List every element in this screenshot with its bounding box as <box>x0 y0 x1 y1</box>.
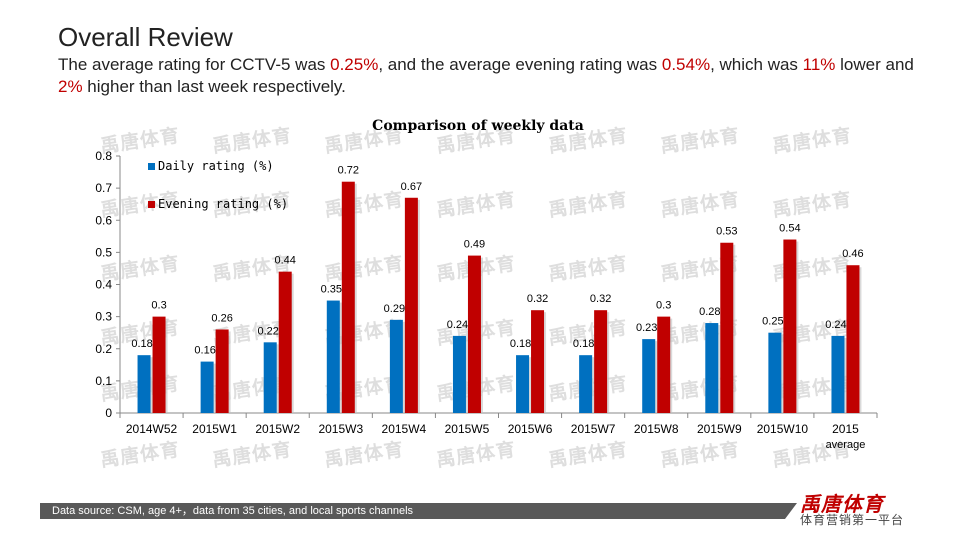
evening-rating-label: 0.3 <box>151 300 166 312</box>
daily-rating-bar <box>768 332 782 413</box>
daily-rating-label: 0.24 <box>825 319 846 331</box>
evening-rating-bar <box>215 329 229 413</box>
footer-bar <box>40 503 785 519</box>
daily-rating-label: 0.23 <box>636 322 657 334</box>
daily-rating-bar <box>705 323 719 413</box>
daily-rating-bar <box>389 319 403 413</box>
subtitle-text-4: lower and <box>835 55 914 74</box>
y-tick-label: 0 <box>105 406 112 420</box>
footer-bar-tip <box>785 503 797 519</box>
daily-change-value: 11% <box>802 55 836 74</box>
evening-rating-label: 0.3 <box>656 300 671 312</box>
evening-rating-label: 0.72 <box>338 165 359 177</box>
daily-rating-label: 0.18 <box>573 338 594 350</box>
daily-rating-bar <box>642 339 656 413</box>
y-tick-label: 0.8 <box>95 149 112 163</box>
y-tick-label: 0.5 <box>95 245 112 259</box>
evening-rating-bar <box>467 255 481 413</box>
daily-rating-bar <box>516 355 530 413</box>
evening-rating-label: 0.44 <box>274 255 295 267</box>
x-tick-label: 2015W7 <box>571 422 616 436</box>
evening-rating-bar <box>594 310 608 413</box>
daily-rating-label: 0.29 <box>384 303 405 315</box>
slide-title: Overall Review <box>58 22 233 52</box>
daily-rating-label: 0.24 <box>447 319 468 331</box>
daily-rating-bar <box>200 361 214 413</box>
y-tick-label: 0.4 <box>95 278 112 292</box>
evening-rating-label: 0.32 <box>590 293 611 305</box>
x-tick-label: 2015W6 <box>508 422 553 436</box>
y-tick-label: 0.1 <box>95 374 112 388</box>
evening-rating-bar <box>152 316 166 413</box>
evening-change-value: 2% <box>58 77 83 96</box>
subtitle-text-3: , which was <box>710 55 803 74</box>
brand-logo: 禹唐体育 <box>800 492 884 516</box>
evening-rating-label: 0.49 <box>464 239 485 251</box>
evening-rating-label: 0.67 <box>401 181 422 193</box>
daily-rating-bar <box>263 342 277 413</box>
x-tick-label: average <box>826 439 866 451</box>
x-tick-label: 2015W5 <box>445 422 490 436</box>
slide-subtitle: The average rating for CCTV-5 was 0.25%,… <box>58 54 918 98</box>
evening-rating-bar <box>531 310 545 413</box>
evening-rating-bar <box>404 197 418 413</box>
daily-rating-label: 0.28 <box>699 306 720 318</box>
daily-rating-label: 0.16 <box>194 345 215 357</box>
y-tick-label: 0.7 <box>95 181 112 195</box>
brand-tagline: 体育营销第一平台 <box>800 513 905 527</box>
evening-rating-bar <box>783 239 797 413</box>
x-tick-label: 2015W1 <box>192 422 237 436</box>
subtitle-text-5: higher than last week respectively. <box>82 77 346 96</box>
evening-rating-label: 0.26 <box>211 312 232 324</box>
y-tick-label: 0.2 <box>95 342 112 356</box>
evening-rating-bar <box>846 265 860 413</box>
daily-rating-bar <box>326 300 340 413</box>
data-source-note: Data source: CSM, age 4+，data from 35 ci… <box>52 505 414 517</box>
evening-rating-label: 0.32 <box>527 293 548 305</box>
subtitle-text-2: , and the average evening rating was <box>378 55 662 74</box>
evening-rating-bar <box>657 316 671 413</box>
daily-average-value: 0.25% <box>330 55 379 74</box>
daily-rating-label: 0.35 <box>321 284 342 296</box>
y-tick-label: 0.6 <box>95 213 112 227</box>
daily-rating-bar <box>452 335 466 413</box>
daily-rating-bar <box>579 355 593 413</box>
evening-rating-bar <box>278 271 292 413</box>
daily-rating-bar <box>137 355 151 413</box>
legend-label-daily: Daily rating (%) <box>158 159 274 173</box>
daily-rating-label: 0.25 <box>762 316 783 328</box>
x-tick-label: 2015W2 <box>255 422 300 436</box>
evening-rating-label: 0.53 <box>716 226 737 238</box>
evening-rating-label: 0.54 <box>779 223 800 235</box>
evening-rating-bar <box>720 242 734 413</box>
x-tick-label: 2015W8 <box>634 422 679 436</box>
evening-rating-bar <box>341 181 355 413</box>
weekly-ratings-chart: Comparison of weekly data 0 0.1 0.2 0.3 0.4 0.… <box>95 118 878 451</box>
evening-average-value: 0.54% <box>661 55 711 74</box>
evening-rating-label: 0.46 <box>842 248 863 260</box>
x-tick-label: 2015W4 <box>382 422 427 436</box>
legend-swatch-daily <box>148 163 155 170</box>
x-tick-label: 2015 <box>832 422 859 436</box>
daily-rating-label: 0.18 <box>510 338 531 350</box>
x-tick-label: 2015W9 <box>697 422 742 436</box>
daily-rating-bar <box>831 335 845 413</box>
subtitle-text-1: The average rating for CCTV-5 was <box>58 55 331 74</box>
chart-title: Comparison of weekly data <box>372 118 584 134</box>
daily-rating-label: 0.22 <box>257 325 278 337</box>
x-tick-label: 2015W10 <box>757 422 809 436</box>
y-tick-label: 0.3 <box>95 310 112 324</box>
x-tick-label: 2014W52 <box>126 422 178 436</box>
daily-rating-label: 0.18 <box>131 338 152 350</box>
legend-swatch-evening <box>148 201 155 208</box>
x-tick-label: 2015W3 <box>318 422 363 436</box>
legend-label-evening: Evening rating (%) <box>158 197 288 211</box>
